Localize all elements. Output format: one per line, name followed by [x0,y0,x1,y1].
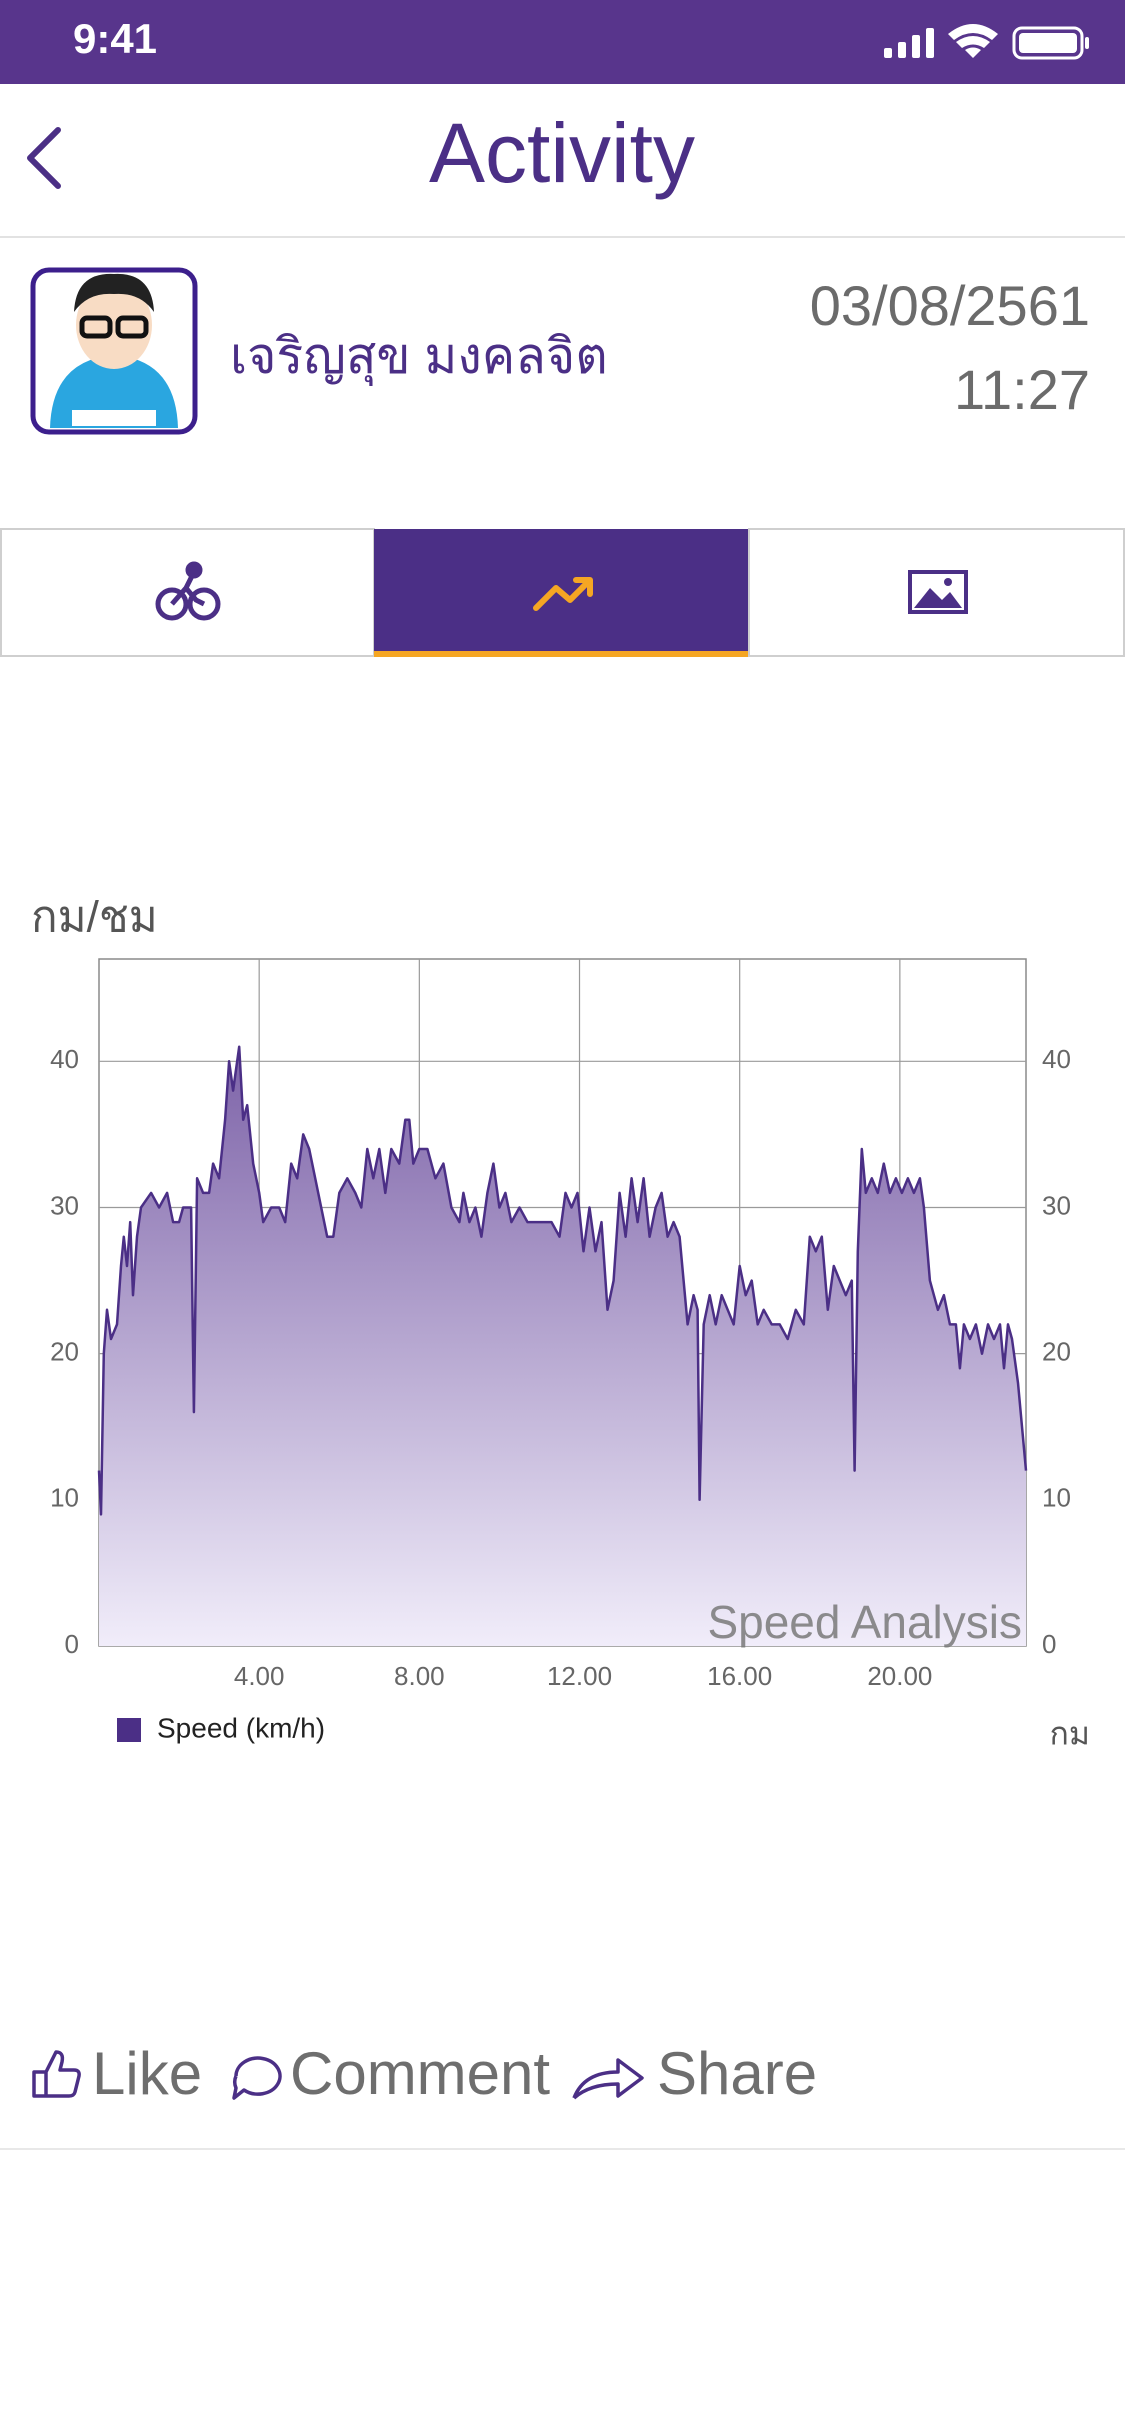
y-tick-label: 20 [50,1337,79,1367]
status-icons [884,24,1089,60]
y-axis-label: กม/ชม [31,893,158,942]
post-time: 11:27 [954,358,1090,421]
y2-tick-label: 0 [1042,1629,1056,1659]
action-icon [32,2050,81,2098]
y-tick-label: 0 [65,1629,79,1659]
speed-area [99,1046,1026,1646]
legend-label: Speed (km/h) [157,1712,325,1743]
legend-swatch [117,1718,141,1742]
post-date: 03/08/2561 [810,274,1090,337]
y2-tick-label: 40 [1042,1044,1071,1074]
actions: Like Comment Share [32,2040,817,2107]
action-2[interactable]: Share [657,2040,817,2107]
trend-icon [533,577,593,611]
back-button[interactable] [27,127,61,189]
y2-tick-label: 10 [1042,1483,1071,1513]
action-0[interactable]: Like [92,2040,202,2107]
x-tick-label: 20.00 [867,1661,932,1691]
x-tick-label: 12.00 [547,1661,612,1691]
x-tick-label: 16.00 [707,1661,772,1691]
y-tick-label: 10 [50,1483,79,1513]
photo-icon [908,570,968,614]
status-time: 9:41 [73,15,157,62]
action-1[interactable]: Comment [290,2040,550,2107]
x-tick-label: 4.00 [234,1661,285,1691]
header-title: Activity [429,106,695,200]
action-icon [232,2056,282,2100]
y2-tick-label: 30 [1042,1190,1071,1220]
author-name: เจริญสุข มงคลจิต [230,328,608,386]
bike-icon [155,561,221,621]
chart-annotation: Speed Analysis [707,1596,1022,1648]
y-tick-label: 40 [50,1044,79,1074]
action-icon [572,2058,644,2100]
tab-indicator [374,651,749,657]
speed-line [97,1045,1028,1516]
avatar[interactable] [30,267,198,435]
status-bar [0,0,1125,84]
y2-tick-label: 20 [1042,1337,1071,1367]
x-axis-label: กม [1050,1715,1090,1751]
tab-photos[interactable] [748,528,1125,657]
x-tick-label: 8.00 [394,1661,445,1691]
chart: กม/ชม กม 0 0 10 10 20 20 30 30 40 40 4.00 8.00 12.00… [31,893,1090,1752]
y-tick-label: 30 [50,1190,79,1220]
